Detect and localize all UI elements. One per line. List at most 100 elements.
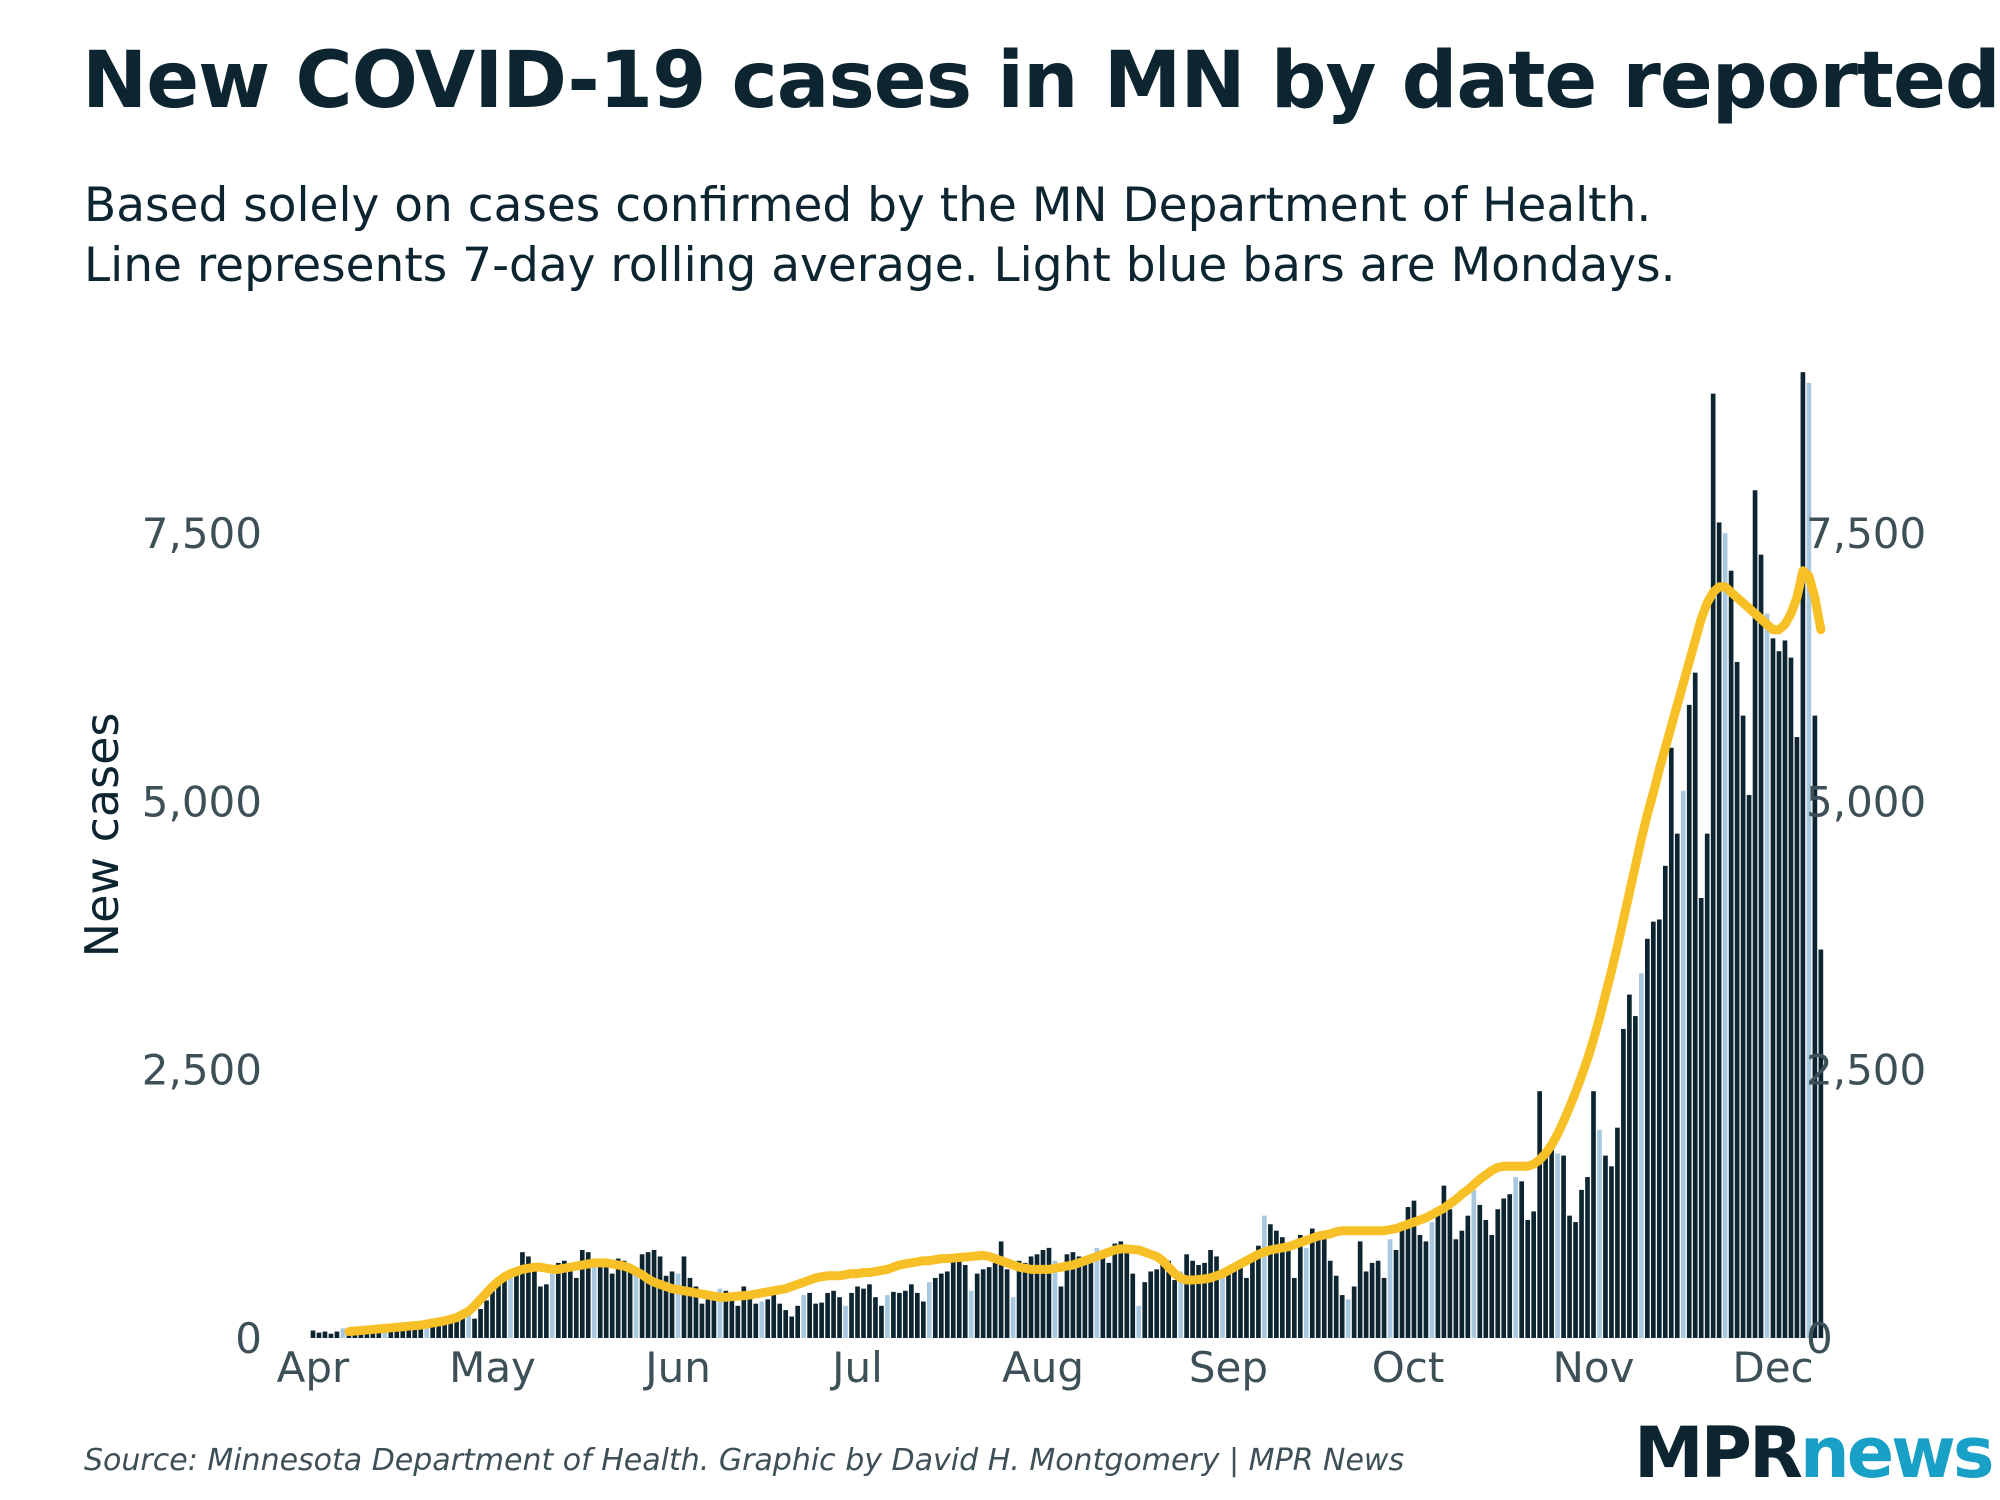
case-bar xyxy=(1166,1260,1171,1338)
case-bar xyxy=(1058,1286,1064,1338)
case-bar xyxy=(502,1273,507,1338)
case-bar xyxy=(1776,651,1782,1338)
case-bar xyxy=(1423,1241,1429,1338)
case-bar xyxy=(615,1258,621,1338)
rolling-average-line xyxy=(344,566,1826,1337)
case-bar xyxy=(962,1265,968,1338)
case-bar xyxy=(609,1273,615,1338)
case-bar xyxy=(1070,1252,1076,1338)
case-bar xyxy=(1656,919,1662,1338)
case-bar xyxy=(777,1303,783,1338)
monday-bar xyxy=(508,1277,513,1338)
case-bar xyxy=(448,1317,453,1338)
y-tick-label-left: 2,500 xyxy=(142,1046,262,1095)
case-bar xyxy=(1238,1267,1243,1338)
case-bar xyxy=(1603,1155,1608,1338)
monday-bar xyxy=(1052,1260,1058,1338)
case-bar xyxy=(412,1327,418,1338)
case-bar xyxy=(1154,1269,1160,1338)
case-bar xyxy=(1112,1243,1118,1338)
case-bar xyxy=(1417,1234,1423,1338)
case-bar xyxy=(520,1252,525,1338)
case-bar xyxy=(1633,1016,1638,1338)
case-bar xyxy=(555,1262,561,1338)
case-bar xyxy=(1202,1262,1207,1338)
monday-bar xyxy=(1764,613,1770,1338)
case-bar xyxy=(693,1286,699,1338)
y-tick-label-left: 5,000 xyxy=(142,777,262,826)
y-tick-label-left: 7,500 xyxy=(142,509,262,558)
case-bar xyxy=(657,1256,663,1338)
case-bar xyxy=(1351,1286,1357,1338)
monday-bar xyxy=(1471,1189,1477,1338)
case-bar xyxy=(897,1292,902,1338)
case-bar xyxy=(1196,1265,1201,1338)
case-bar xyxy=(621,1260,627,1338)
monday-bar xyxy=(1178,1271,1183,1338)
case-bar xyxy=(579,1250,585,1338)
case-bar xyxy=(1716,522,1722,1338)
case-bar xyxy=(1441,1185,1447,1338)
case-bar xyxy=(1160,1262,1166,1338)
monday-bar xyxy=(1345,1299,1351,1338)
case-bar xyxy=(334,1331,340,1338)
case-bar xyxy=(1692,672,1698,1338)
case-bar xyxy=(1728,570,1734,1338)
monday-bar xyxy=(1680,790,1686,1338)
monday-bar xyxy=(1387,1239,1393,1338)
monday-bar xyxy=(466,1312,471,1338)
case-bar xyxy=(1812,715,1818,1338)
case-bar xyxy=(585,1252,591,1338)
case-bar xyxy=(603,1267,609,1338)
case-bar xyxy=(998,1241,1004,1338)
monday-bar xyxy=(759,1301,765,1338)
case-bar xyxy=(903,1290,908,1338)
case-bar xyxy=(681,1256,687,1338)
case-bar xyxy=(1172,1280,1177,1338)
case-bar xyxy=(1447,1209,1453,1338)
monday-bar xyxy=(1136,1305,1142,1338)
monday-bar xyxy=(1722,533,1728,1338)
case-bar xyxy=(532,1269,537,1338)
case-bar xyxy=(1794,737,1800,1338)
case-bar xyxy=(1381,1277,1387,1338)
monday-bar xyxy=(885,1295,890,1338)
monday-bar xyxy=(1597,1129,1602,1338)
case-bar xyxy=(813,1303,818,1338)
case-bar xyxy=(1770,638,1776,1338)
case-bar xyxy=(1585,1177,1590,1338)
case-bar xyxy=(1321,1237,1327,1338)
case-bar xyxy=(1064,1254,1070,1338)
case-bar xyxy=(1244,1277,1249,1338)
case-bar xyxy=(1256,1245,1261,1338)
case-bar xyxy=(938,1273,944,1338)
case-bar xyxy=(1280,1237,1285,1338)
case-bar xyxy=(538,1286,543,1338)
case-bar xyxy=(1208,1250,1213,1338)
case-bar xyxy=(627,1265,633,1338)
case-bar xyxy=(1483,1219,1489,1338)
case-bar xyxy=(460,1314,465,1338)
case-bar xyxy=(1519,1181,1525,1338)
case-bar xyxy=(1453,1239,1459,1338)
case-bar xyxy=(400,1328,406,1338)
case-bar xyxy=(1022,1262,1028,1338)
case-bar xyxy=(1076,1256,1082,1338)
case-bar xyxy=(1537,1091,1542,1338)
case-bar xyxy=(1088,1260,1094,1338)
case-bar xyxy=(663,1275,669,1338)
monday-bar xyxy=(633,1269,639,1338)
case-bar xyxy=(1339,1295,1345,1338)
case-bar xyxy=(436,1322,441,1338)
case-bar xyxy=(1274,1230,1279,1338)
case-bar xyxy=(753,1303,759,1338)
case-bar xyxy=(1704,833,1710,1338)
case-bar xyxy=(819,1302,824,1338)
case-bar xyxy=(645,1252,651,1338)
case-bar xyxy=(1028,1256,1034,1338)
case-bar xyxy=(837,1297,842,1338)
case-bar xyxy=(478,1309,483,1338)
case-bar xyxy=(950,1254,956,1338)
logo-mpr: MPR xyxy=(1634,1412,1803,1494)
case-bar xyxy=(1573,1222,1578,1338)
